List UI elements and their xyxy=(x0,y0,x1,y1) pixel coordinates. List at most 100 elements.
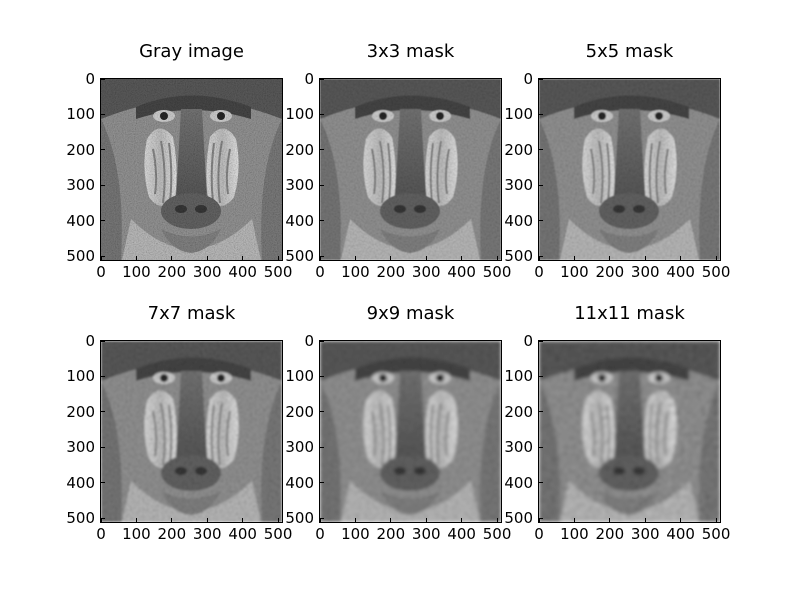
x-tick-mark xyxy=(680,518,682,522)
x-tick-mark xyxy=(277,518,279,522)
y-tick-label: 400 xyxy=(285,211,314,230)
x-tick-label: 100 xyxy=(341,525,370,543)
y-tick-mark xyxy=(320,220,324,222)
subplot-title: 11x11 mask xyxy=(574,303,685,324)
x-tick-mark xyxy=(680,256,682,260)
y-tick-mark xyxy=(101,149,105,151)
x-tick-label: 0 xyxy=(96,525,106,543)
y-tick-label: 0 xyxy=(523,70,533,88)
y-tick-label: 300 xyxy=(504,176,533,195)
y-tick-label: 100 xyxy=(66,105,95,124)
y-tick-label: 500 xyxy=(285,247,314,266)
y-tick-mark xyxy=(539,375,543,377)
x-tick-mark xyxy=(390,518,392,522)
y-tick-mark xyxy=(101,78,105,80)
x-tick-label: 100 xyxy=(560,263,589,281)
y-tick-label: 100 xyxy=(504,367,533,386)
y-tick-label: 400 xyxy=(66,211,95,230)
y-tick-mark xyxy=(539,517,543,519)
y-tick-mark xyxy=(539,220,543,222)
x-tick-mark xyxy=(644,256,646,260)
x-tick-mark xyxy=(242,518,244,522)
image-axes: 0 100 200 300 400 500 0 100 200 300 400 500 xyxy=(504,71,730,280)
y-tick-label: 300 xyxy=(285,438,314,457)
x-tick-mark xyxy=(354,518,356,522)
x-tick-label: 500 xyxy=(701,525,731,543)
x-tick-label: 300 xyxy=(411,263,441,281)
subplot-1: Gray image xyxy=(66,0,300,281)
y-tick-mark xyxy=(320,375,324,377)
mandrill-image xyxy=(101,341,282,522)
x-tick-mark xyxy=(715,256,717,260)
subplot-6: 11x11 mask xyxy=(504,262,738,543)
x-tick-label: 200 xyxy=(376,525,406,543)
y-tick-mark xyxy=(320,149,324,151)
y-tick-mark xyxy=(539,184,543,186)
y-tick-mark xyxy=(320,411,324,413)
x-tick-mark xyxy=(609,256,611,260)
y-tick-label: 0 xyxy=(85,332,95,350)
y-tick-label: 200 xyxy=(285,402,314,421)
subplot-title: 3x3 mask xyxy=(366,41,455,62)
x-tick-mark xyxy=(496,518,498,522)
mandrill-image xyxy=(539,79,720,260)
image-axes: 0 100 200 300 400 500 0 100 200 300 400 500 xyxy=(66,333,292,542)
image-axes: 0 100 200 300 400 500 0 100 200 300 400 500 xyxy=(285,71,511,280)
x-tick-label: 0 xyxy=(315,263,325,281)
x-tick-mark xyxy=(461,518,463,522)
x-tick-label: 200 xyxy=(157,525,187,543)
y-tick-label: 300 xyxy=(66,438,95,457)
x-tick-mark xyxy=(538,256,540,260)
y-tick-label: 500 xyxy=(504,247,533,266)
y-tick-mark xyxy=(101,411,105,413)
x-tick-label: 200 xyxy=(595,525,625,543)
y-tick-label: 400 xyxy=(504,473,533,492)
y-tick-mark xyxy=(320,517,324,519)
y-tick-mark xyxy=(320,184,324,186)
x-tick-label: 200 xyxy=(595,263,625,281)
y-tick-label: 0 xyxy=(523,332,533,350)
y-tick-label: 500 xyxy=(66,247,95,266)
y-tick-label: 300 xyxy=(66,176,95,195)
x-tick-label: 300 xyxy=(630,263,660,281)
y-tick-label: 200 xyxy=(285,140,314,159)
y-tick-mark xyxy=(539,411,543,413)
x-tick-mark xyxy=(644,518,646,522)
x-tick-label: 0 xyxy=(315,525,325,543)
x-tick-mark xyxy=(354,256,356,260)
x-tick-label: 400 xyxy=(666,525,695,543)
mandrill-image xyxy=(320,341,501,522)
x-tick-mark xyxy=(425,518,427,522)
x-tick-label: 100 xyxy=(341,263,370,281)
subplot-5: 9x9 mask xyxy=(285,262,519,543)
x-tick-label: 0 xyxy=(534,525,544,543)
subplot-title: 7x7 mask xyxy=(147,303,236,324)
y-tick-mark xyxy=(539,340,543,342)
image-axes: 0 100 200 300 400 500 0 100 200 300 400 500 xyxy=(66,71,292,280)
x-tick-label: 300 xyxy=(192,263,222,281)
x-tick-label: 400 xyxy=(228,525,257,543)
subplot-title: Gray image xyxy=(139,41,244,62)
y-tick-mark xyxy=(101,517,105,519)
x-tick-mark xyxy=(242,256,244,260)
y-tick-label: 100 xyxy=(504,105,533,124)
x-tick-label: 500 xyxy=(701,263,731,281)
subplot-4: 7x7 mask xyxy=(66,262,300,543)
x-tick-mark xyxy=(319,256,321,260)
y-tick-label: 0 xyxy=(85,70,95,88)
x-tick-label: 400 xyxy=(447,525,476,543)
y-tick-label: 300 xyxy=(285,176,314,195)
x-tick-mark xyxy=(277,256,279,260)
y-tick-mark xyxy=(539,482,543,484)
y-tick-label: 100 xyxy=(285,105,314,124)
y-tick-label: 200 xyxy=(504,140,533,159)
x-tick-label: 0 xyxy=(96,263,106,281)
y-tick-mark xyxy=(101,375,105,377)
y-tick-label: 100 xyxy=(66,367,95,386)
x-tick-label: 500 xyxy=(482,263,512,281)
x-tick-label: 400 xyxy=(228,263,257,281)
x-tick-mark xyxy=(171,256,173,260)
x-tick-label: 500 xyxy=(263,525,293,543)
y-tick-label: 0 xyxy=(304,70,314,88)
